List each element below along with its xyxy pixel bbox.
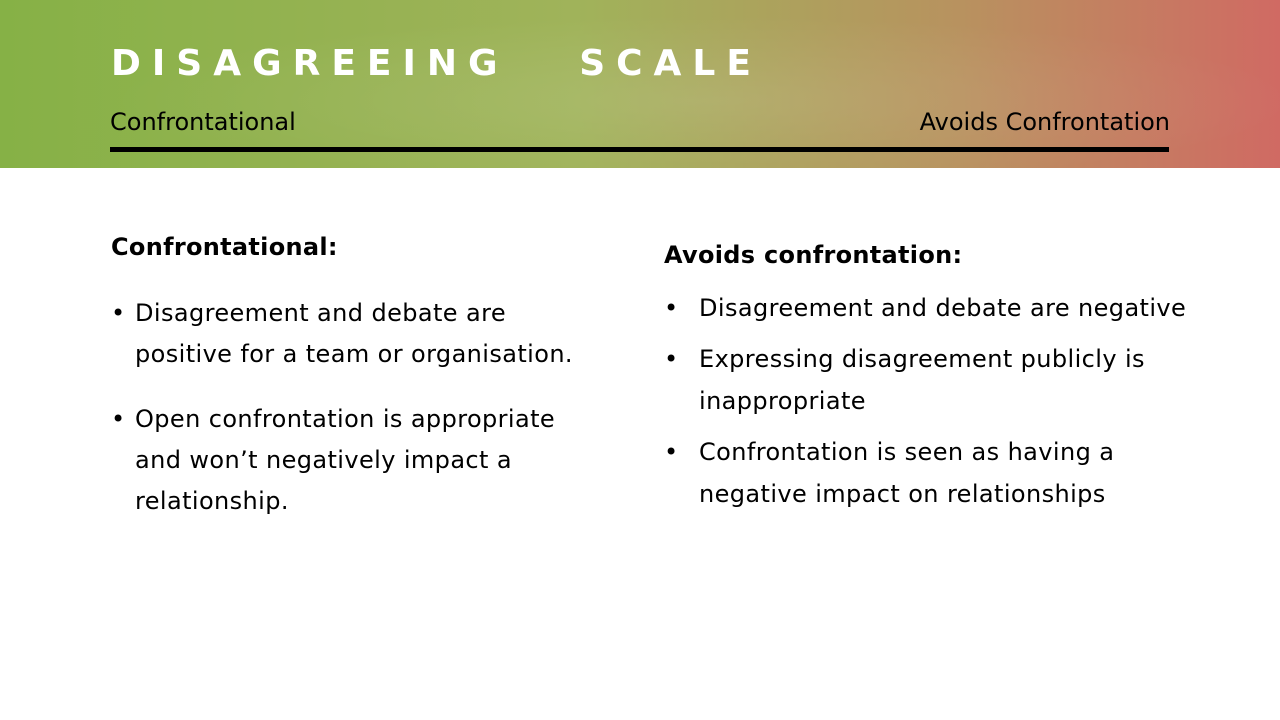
list-item: • Disagreement and debate are positive f… xyxy=(111,293,581,375)
bullet-text: Disagreement and debate are positive for… xyxy=(135,299,573,368)
bullet-text: Disagreement and debate are negative xyxy=(699,294,1187,322)
bullet-icon: • xyxy=(664,438,679,466)
scale-right-label: Avoids Confrontation xyxy=(919,108,1170,136)
header-banner: DISAGREEING SCALE Confrontational Avoids… xyxy=(0,0,1280,168)
bullet-icon: • xyxy=(111,299,126,327)
bullet-text: Confrontation is seen as having a negati… xyxy=(699,438,1115,508)
bullet-text: Expressing disagreement publicly is inap… xyxy=(699,345,1145,415)
bullet-icon: • xyxy=(111,405,126,433)
confrontational-bullet-list: • Disagreement and debate are positive f… xyxy=(111,293,581,522)
bullet-icon: • xyxy=(664,294,679,322)
avoids-confrontation-bullet-list: • Disagreement and debate are negative •… xyxy=(664,287,1204,515)
confrontational-column: Confrontational: • Disagreement and deba… xyxy=(111,229,581,546)
scale-line xyxy=(110,147,1169,152)
bullet-icon: • xyxy=(664,345,679,373)
avoids-confrontation-column: Avoids confrontation: • Disagreement and… xyxy=(664,237,1204,524)
list-item: • Disagreement and debate are negative xyxy=(664,287,1204,329)
avoids-confrontation-heading: Avoids confrontation: xyxy=(664,241,963,269)
bullet-text: Open confrontation is appropriate and wo… xyxy=(135,405,556,515)
banner-glow xyxy=(0,0,1280,168)
scale-left-label: Confrontational xyxy=(110,108,296,136)
list-item: • Confrontation is seen as having a nega… xyxy=(664,431,1204,515)
slide-title: DISAGREEING SCALE xyxy=(111,43,762,84)
list-item: • Expressing disagreement publicly is in… xyxy=(664,338,1204,422)
list-item: • Open confrontation is appropriate and … xyxy=(111,399,581,522)
confrontational-heading: Confrontational: xyxy=(111,233,338,261)
